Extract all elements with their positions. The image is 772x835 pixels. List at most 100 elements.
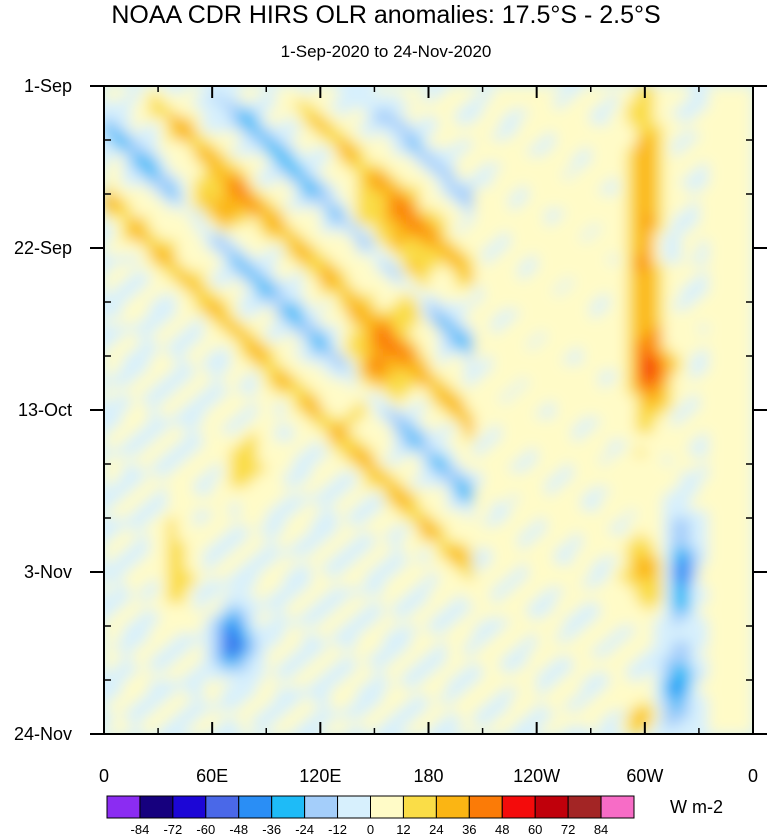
anomaly-cell [536, 132, 547, 141]
anomaly-cell [329, 93, 339, 103]
anomaly-cell [257, 302, 267, 311]
anomaly-cell [428, 525, 439, 535]
anomaly-cell [356, 201, 366, 211]
anomaly-cell [635, 194, 646, 203]
anomaly-cell [302, 564, 312, 573]
anomaly-cell [518, 518, 529, 527]
anomaly-cell [248, 163, 258, 172]
anomaly-cell [428, 471, 439, 481]
anomaly-cell [113, 93, 123, 103]
anomaly-cell [383, 240, 394, 249]
anomaly-cell [248, 618, 258, 627]
anomaly-cell [545, 332, 556, 342]
anomaly-cell [167, 548, 177, 558]
anomaly-cell [230, 556, 240, 565]
anomaly-cell [275, 602, 285, 612]
anomaly-cell [257, 332, 267, 342]
anomaly-cell [248, 379, 258, 388]
anomaly-cell [608, 440, 619, 450]
anomaly-cell [284, 410, 294, 419]
anomaly-cell [248, 433, 258, 442]
anomaly-cell [185, 116, 195, 126]
anomaly-cell [527, 340, 538, 349]
anomaly-cell [689, 518, 700, 527]
anomaly-cell [248, 302, 258, 311]
anomaly-cell [671, 325, 682, 334]
anomaly-cell [680, 109, 691, 118]
anomaly-cell [104, 464, 114, 473]
anomaly-cell [437, 456, 448, 465]
anomaly-cell [284, 386, 294, 396]
anomaly-cell [203, 325, 213, 334]
anomaly-cell [248, 201, 258, 211]
anomaly-cell [239, 124, 249, 133]
anomaly-cell [473, 194, 484, 203]
anomaly-cell [122, 255, 132, 265]
anomaly-cell [194, 155, 204, 164]
anomaly-cell [329, 440, 339, 450]
anomaly-cell [329, 618, 339, 627]
anomaly-cell [410, 217, 421, 226]
anomaly-cell [284, 340, 294, 349]
anomaly-cell [455, 356, 466, 365]
anomaly-cell [131, 494, 141, 504]
anomaly-cell [176, 479, 186, 488]
anomaly-cell [257, 86, 267, 95]
anomaly-cell [311, 101, 321, 110]
anomaly-cell [248, 194, 258, 203]
anomaly-cell [734, 317, 745, 326]
anomaly-cell [536, 479, 547, 488]
anomaly-cell [113, 271, 123, 280]
anomaly-cell [329, 410, 339, 419]
anomaly-cell [338, 371, 348, 380]
anomaly-cell [158, 109, 168, 118]
anomaly-cell [455, 116, 466, 126]
anomaly-cell [545, 510, 556, 519]
anomaly-cell [482, 410, 493, 419]
anomaly-cell [167, 348, 177, 357]
anomaly-cell [734, 178, 745, 187]
anomaly-cell [176, 541, 186, 550]
anomaly-cell [248, 417, 258, 427]
anomaly-cell [743, 209, 753, 218]
anomaly-cell [464, 325, 475, 334]
anomaly-cell [554, 132, 565, 141]
anomaly-cell [194, 548, 204, 558]
anomaly-cell [185, 240, 195, 249]
anomaly-cell [275, 448, 285, 457]
anomaly-cell [392, 93, 403, 103]
anomaly-cell [590, 479, 601, 488]
anomaly-cell [392, 155, 403, 164]
anomaly-cell [401, 602, 412, 612]
anomaly-cell [680, 294, 691, 303]
anomaly-cell [689, 248, 700, 257]
anomaly-cell [464, 410, 475, 419]
anomaly-cell [671, 217, 682, 226]
anomaly-cell [239, 433, 249, 442]
anomaly-cell [122, 471, 132, 481]
anomaly-cell [428, 294, 439, 303]
anomaly-cell [185, 124, 195, 133]
anomaly-cell [428, 186, 439, 195]
anomaly-cell [473, 93, 484, 103]
anomaly-cell [689, 232, 700, 241]
anomaly-cell [554, 140, 565, 149]
anomaly-cell [419, 332, 430, 342]
anomaly-cell [491, 394, 502, 403]
anomaly-cell [185, 556, 195, 565]
anomaly-cell [680, 132, 691, 141]
anomaly-cell [131, 348, 141, 357]
anomaly-cell [689, 363, 700, 373]
anomaly-cell [194, 170, 204, 180]
anomaly-cell [482, 332, 493, 342]
anomaly-cell [293, 278, 303, 288]
anomaly-cell [671, 340, 682, 349]
anomaly-cell [698, 494, 709, 504]
anomaly-cell [158, 363, 168, 373]
anomaly-cell [455, 587, 466, 596]
anomaly-cell [149, 494, 159, 504]
anomaly-cell [104, 155, 114, 164]
anomaly-cell [617, 487, 628, 496]
anomaly-cell [527, 487, 538, 496]
anomaly-cell [284, 132, 294, 141]
